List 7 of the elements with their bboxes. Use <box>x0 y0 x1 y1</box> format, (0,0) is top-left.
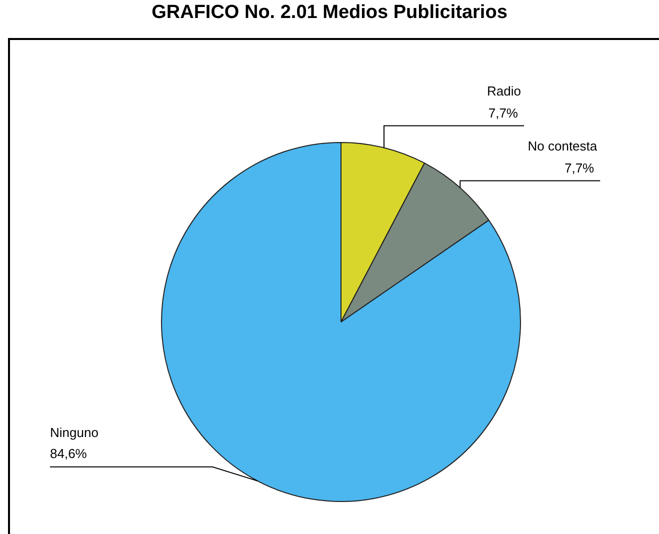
slice-label: Radio <box>487 84 521 99</box>
data-label: 84,6% <box>50 446 88 461</box>
data-label: 7,7% <box>564 160 595 176</box>
slice-label: Ninguno <box>50 424 98 440</box>
chart-title: GRAFICO No. 2.01 Medios Publicitarios <box>150 2 508 24</box>
slice-label: No contesta <box>528 138 598 154</box>
data-label: 7,7% <box>488 106 518 121</box>
